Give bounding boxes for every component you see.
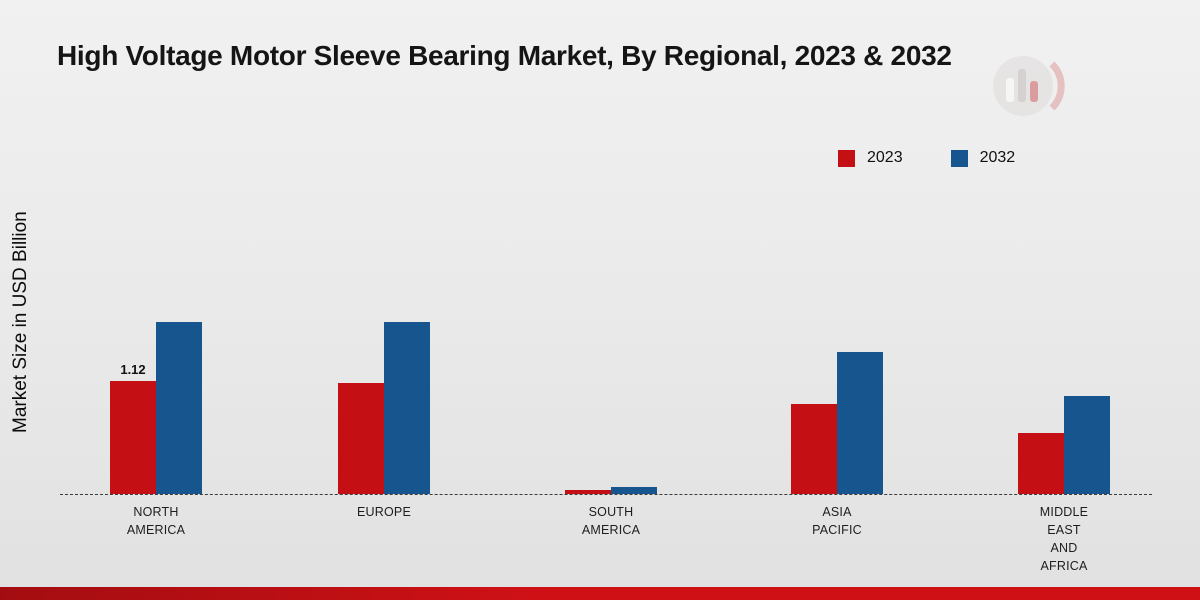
- bar-2023-north-america: [110, 381, 156, 494]
- footer-band: [0, 587, 1200, 600]
- legend-swatch-2032-icon: [950, 149, 968, 167]
- legend: 2023 2032: [838, 149, 1015, 167]
- logo-watermark: [985, 52, 1085, 129]
- bar-2023-south-america: [565, 490, 611, 494]
- bar-value-label: 1.12: [120, 362, 146, 377]
- bar-2032-europe: [384, 322, 430, 494]
- bar-2032-asia-pacific: [837, 352, 883, 494]
- brand-logo-icon: [993, 56, 1065, 116]
- bar-2032-north-america: [156, 322, 202, 494]
- plot-area: 1.12: [60, 130, 1150, 494]
- bar-2023-middle-east-and-africa: [1018, 433, 1064, 494]
- category-label-north-america: NORTH AMERICA: [126, 505, 186, 538]
- category-label-europe: EUROPE: [357, 505, 411, 519]
- y-axis-label: Market Size in USD Billion: [10, 211, 31, 433]
- category-label-asia-pacific: ASIA PACIFIC: [812, 505, 862, 538]
- bar-2023-europe: [338, 383, 384, 494]
- category-label-middle-east-and-africa: MIDDLE EAST AND AFRICA: [1039, 505, 1089, 574]
- legend-item-2032: 2032: [950, 149, 1016, 167]
- x-axis-baseline: [60, 494, 1152, 495]
- legend-swatch-2023-icon: [838, 149, 855, 167]
- category-label-south-america: SOUTH AMERICA: [581, 505, 641, 538]
- chart-title: High Voltage Motor Sleeve Bearing Market…: [57, 40, 952, 71]
- legend-label-2032: 2032: [979, 149, 1016, 166]
- bar-2032-south-america: [611, 487, 657, 494]
- bar-2032-middle-east-and-africa: [1064, 396, 1110, 494]
- category-labels: NORTH AMERICA EUROPE SOUTH AMERICA ASIA PAC…: [60, 503, 1150, 583]
- legend-item-2023: 2023: [838, 149, 903, 167]
- legend-label-2023: 2023: [867, 149, 903, 166]
- bar-2023-asia-pacific: [791, 404, 837, 494]
